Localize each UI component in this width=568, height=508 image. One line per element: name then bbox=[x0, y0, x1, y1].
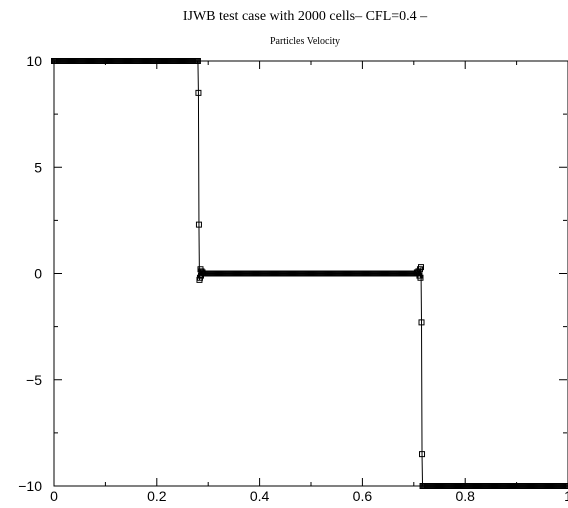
series-marker bbox=[198, 268, 205, 275]
x-tick-label: 0.4 bbox=[250, 488, 270, 504]
x-tick-label: 0.8 bbox=[455, 488, 475, 504]
series-marker bbox=[194, 58, 201, 64]
x-tick-label: 0 bbox=[50, 488, 58, 504]
y-tick-label: −10 bbox=[18, 478, 42, 494]
series-marker bbox=[195, 221, 202, 228]
series-marker bbox=[417, 264, 424, 271]
chart-subtitle: Particles Velocity bbox=[270, 36, 340, 47]
y-tick-label: 0 bbox=[34, 266, 42, 282]
chart-title: IJWB test case with 2000 cells– CFL=0.4 … bbox=[183, 9, 428, 24]
x-tick-label: 0.6 bbox=[353, 488, 373, 504]
series-marker bbox=[198, 272, 205, 279]
series-marker bbox=[419, 451, 426, 458]
x-tick-label: 1 bbox=[564, 488, 568, 504]
axis-tick-labels: 0 0.2 0.4 0.6 0.8 1 10 5 0 −5 −10 bbox=[18, 53, 568, 504]
series-marker bbox=[418, 319, 425, 326]
series-marker bbox=[195, 89, 202, 96]
y-tick-label: −5 bbox=[26, 372, 42, 388]
series-marker bbox=[199, 269, 206, 276]
series-marker bbox=[417, 274, 424, 281]
series-marker bbox=[564, 483, 568, 489]
series-markers bbox=[51, 58, 568, 489]
y-tick-label: 10 bbox=[26, 53, 42, 69]
y-tick-label: 5 bbox=[34, 159, 42, 175]
x-tick-label: 0.2 bbox=[147, 488, 167, 504]
